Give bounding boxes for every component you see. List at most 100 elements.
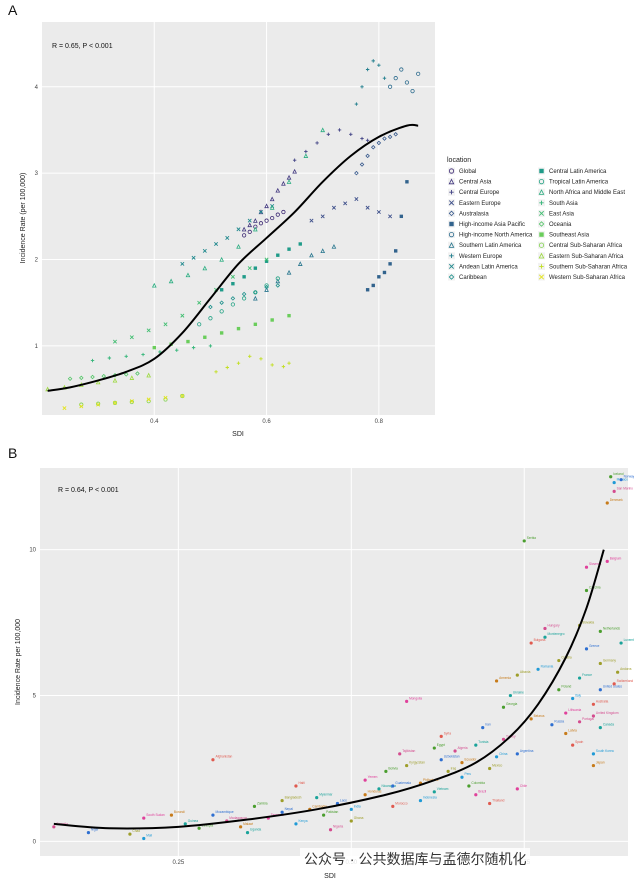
data-point-b	[605, 559, 609, 563]
data-point-a	[180, 393, 185, 399]
data-point-b	[564, 731, 568, 736]
data-point-a	[393, 76, 398, 81]
data-point-b	[86, 831, 91, 835]
country-label-b: South Sudan	[146, 813, 165, 817]
country-label-b: Iran	[485, 723, 491, 727]
data-point-a	[258, 210, 263, 215]
data-point-a	[146, 372, 152, 378]
country-label-b: United Kingdom	[596, 711, 619, 715]
data-point-b	[453, 749, 457, 753]
data-point-a	[264, 257, 269, 262]
data-point-a	[208, 304, 213, 310]
data-point-a	[252, 218, 258, 223]
data-point-b	[239, 825, 243, 829]
country-label-b: Egypt	[437, 743, 445, 747]
country-label-b: Ecuador	[464, 758, 477, 762]
legend-key-a	[538, 220, 545, 228]
data-point-a	[387, 134, 393, 140]
data-point-b	[571, 743, 575, 747]
data-point-a	[371, 283, 375, 288]
data-point-a	[236, 227, 241, 232]
legend-a: Global Central Asia Central Europe Eastern …	[448, 167, 628, 281]
country-label-b: Mongolia	[409, 696, 422, 700]
data-point-a	[354, 102, 359, 106]
data-point-a	[175, 348, 179, 352]
data-point-a	[62, 406, 67, 411]
country-label-b: Guatemala	[395, 781, 411, 785]
data-point-a	[185, 272, 191, 278]
data-point-b	[550, 723, 554, 727]
country-label-b: San Marino	[617, 486, 634, 490]
data-point-b	[564, 711, 568, 715]
legend-symbol-a	[448, 242, 455, 248]
data-point-a	[287, 247, 291, 251]
y-tick-label-a: 1	[35, 344, 39, 350]
data-point-a	[219, 331, 224, 335]
data-point-a	[275, 212, 280, 217]
country-label-b: Afghanistan	[215, 755, 232, 759]
data-point-a	[252, 226, 258, 232]
legend-symbol-a	[449, 190, 454, 195]
legend-symbol-a	[539, 168, 544, 174]
country-label-b: Ghana	[354, 816, 364, 820]
legend-label-a: Eastern Sub-Saharan Africa	[549, 254, 624, 260]
x-tick-label-a: 0.6	[262, 419, 271, 425]
data-point-a	[320, 248, 326, 253]
data-point-a	[354, 197, 359, 202]
data-point-a	[382, 76, 387, 80]
data-point-a	[292, 168, 297, 174]
legend-label-a: Southeast Asia	[549, 233, 590, 239]
legend-symbol-a	[539, 200, 544, 205]
data-point-b	[494, 679, 499, 683]
legend-symbol-a	[538, 274, 545, 280]
data-point-a	[404, 80, 410, 85]
data-point-b	[474, 743, 478, 747]
data-point-a	[388, 262, 392, 266]
country-label-b: Philippines	[423, 778, 439, 782]
data-point-a	[219, 288, 224, 292]
data-point-b	[515, 673, 519, 677]
country-label-b: Malawi	[243, 822, 253, 826]
data-point-b	[439, 758, 443, 762]
legend-label-a: Andean Latin America	[459, 264, 518, 270]
legend-symbol-a	[539, 232, 544, 237]
y-tick-label-a: 2	[35, 258, 39, 264]
data-point-a	[225, 365, 229, 370]
country-label-b: Australia	[596, 699, 609, 703]
data-point-a	[349, 132, 353, 136]
data-point-a	[236, 243, 241, 249]
country-label-b: Armenia	[499, 676, 511, 680]
data-point-a	[264, 259, 269, 263]
legend-symbol-a	[538, 210, 545, 216]
legend-label-a: Central Asia	[459, 180, 492, 186]
legend-key-a	[448, 167, 455, 175]
legend-symbol-a	[448, 263, 455, 269]
legend-key-a	[448, 178, 455, 186]
data-point-a	[208, 344, 213, 348]
data-point-a	[236, 361, 241, 365]
y-tick-label-b: 0	[33, 839, 37, 845]
data-point-b	[377, 787, 381, 791]
data-point-b	[598, 688, 602, 692]
country-label-b: Haiti	[298, 781, 305, 785]
data-point-a	[298, 242, 302, 246]
country-label-b: Belgium	[610, 556, 622, 560]
data-point-b	[577, 676, 582, 680]
country-label-b: Germany	[603, 658, 617, 662]
data-point-b	[460, 761, 464, 765]
y-axis-title-b: Incidence Rate per 100,000	[15, 619, 22, 705]
data-point-b	[197, 826, 201, 830]
data-point-a	[253, 266, 258, 270]
data-point-a	[96, 401, 101, 406]
country-label-b: Montenegro	[547, 632, 564, 636]
data-point-b	[529, 717, 533, 721]
data-point-b	[612, 489, 616, 493]
data-point-a	[146, 328, 151, 333]
legend-symbol-a	[449, 221, 454, 227]
data-point-a	[253, 322, 258, 327]
data-point-a	[247, 222, 253, 228]
data-point-a	[247, 266, 252, 271]
data-point-a	[376, 140, 382, 146]
legend-symbol-a	[449, 253, 454, 258]
data-point-b	[391, 784, 395, 788]
